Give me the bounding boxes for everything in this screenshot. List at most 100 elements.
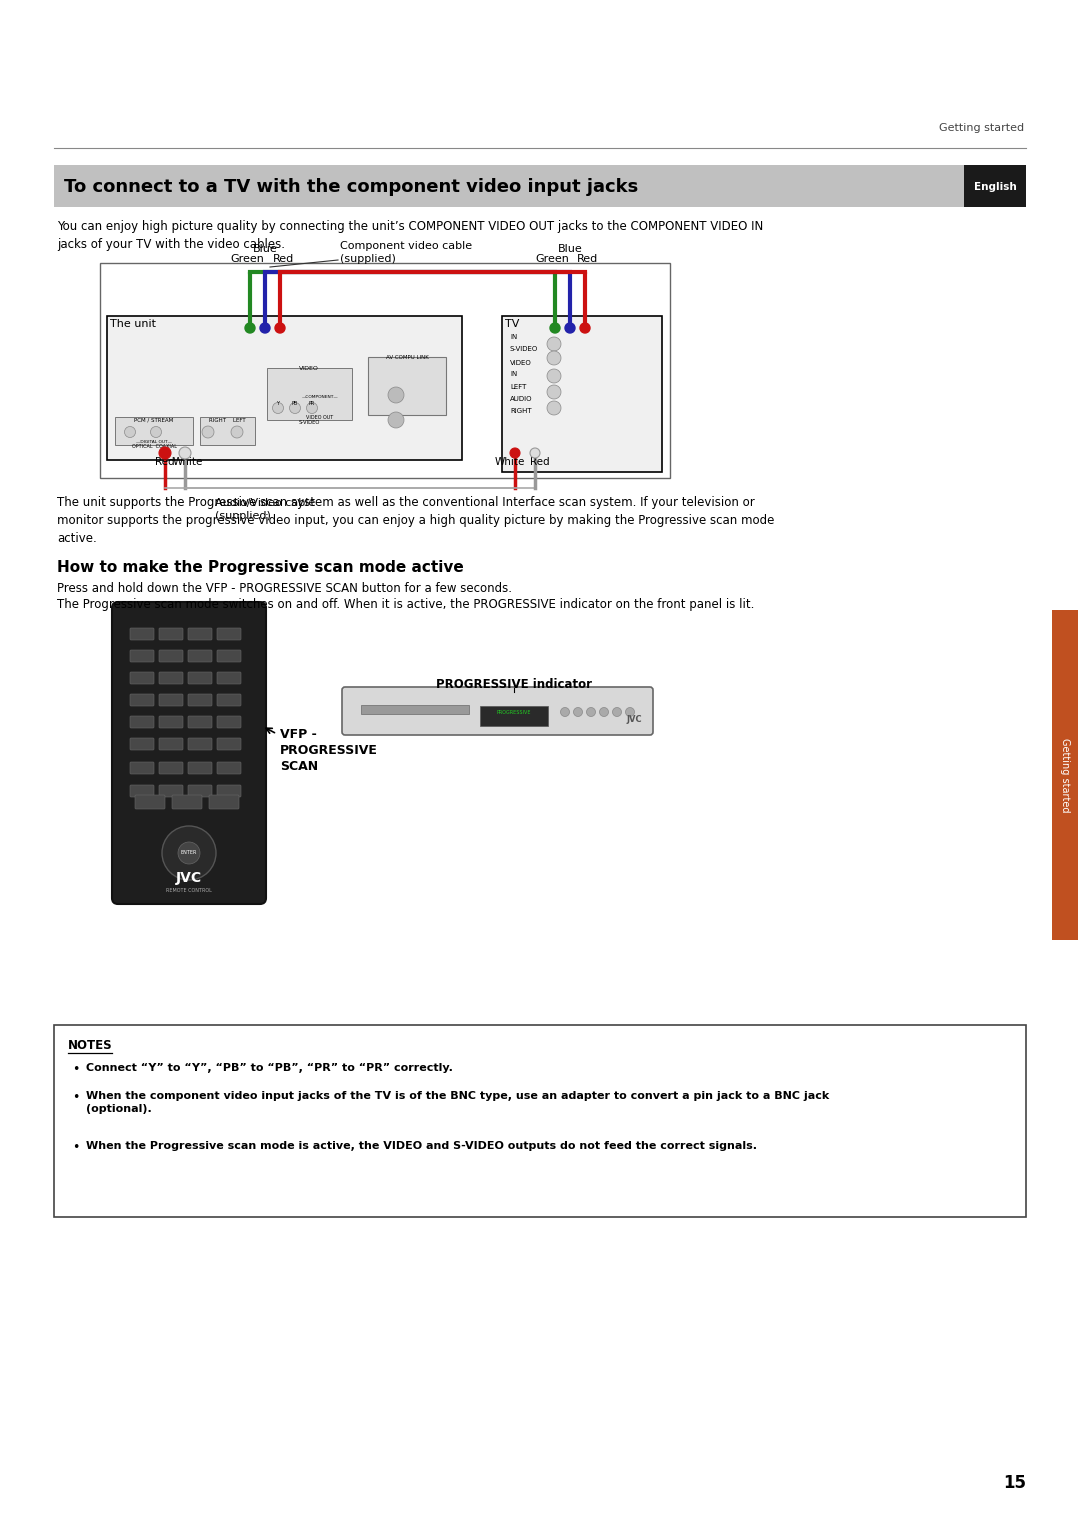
Circle shape	[388, 387, 404, 403]
Text: Red: Red	[578, 254, 598, 264]
Circle shape	[546, 368, 561, 384]
FancyBboxPatch shape	[217, 738, 241, 750]
FancyBboxPatch shape	[112, 602, 266, 905]
Circle shape	[573, 707, 582, 717]
Text: RIGHT    LEFT: RIGHT LEFT	[208, 419, 245, 423]
Circle shape	[565, 322, 575, 333]
Bar	[267, 368, 352, 420]
Bar	[114, 417, 193, 445]
FancyBboxPatch shape	[217, 672, 241, 685]
FancyBboxPatch shape	[130, 785, 154, 798]
Text: Connect “Y” to “Y”, “PB” to “PB”, “PR” to “PR” correctly.: Connect “Y” to “Y”, “PB” to “PB”, “PR” t…	[86, 1063, 453, 1073]
Text: To connect to a TV with the component video input jacks: To connect to a TV with the component vi…	[64, 177, 638, 196]
FancyBboxPatch shape	[159, 694, 183, 706]
Circle shape	[275, 322, 285, 333]
Bar	[361, 704, 469, 714]
Text: The unit supports the Progressive scan system as well as the conventional Interf: The unit supports the Progressive scan s…	[57, 497, 774, 545]
Text: Blue: Blue	[253, 244, 278, 254]
Text: Red: Red	[530, 457, 550, 468]
FancyBboxPatch shape	[159, 717, 183, 727]
Text: —DIGITAL OUT—: —DIGITAL OUT—	[136, 440, 172, 445]
Text: PR: PR	[309, 400, 315, 406]
FancyBboxPatch shape	[159, 628, 183, 640]
Text: AV COMPU LINK: AV COMPU LINK	[386, 354, 429, 361]
Circle shape	[561, 707, 569, 717]
Circle shape	[580, 322, 590, 333]
Text: VIDEO: VIDEO	[510, 361, 531, 367]
Text: VIDEO OUT: VIDEO OUT	[307, 416, 334, 420]
Text: White: White	[173, 457, 203, 468]
Circle shape	[124, 426, 135, 437]
Bar	[368, 358, 446, 416]
FancyBboxPatch shape	[188, 717, 212, 727]
Circle shape	[550, 322, 561, 333]
FancyBboxPatch shape	[217, 762, 241, 775]
FancyBboxPatch shape	[130, 649, 154, 662]
Text: OPTICAL  COAXIAL: OPTICAL COAXIAL	[132, 445, 176, 449]
FancyBboxPatch shape	[130, 694, 154, 706]
FancyBboxPatch shape	[130, 672, 154, 685]
FancyBboxPatch shape	[217, 717, 241, 727]
Text: English: English	[974, 182, 1016, 193]
Text: JVC: JVC	[626, 715, 642, 724]
FancyBboxPatch shape	[188, 628, 212, 640]
FancyBboxPatch shape	[188, 785, 212, 798]
Circle shape	[546, 400, 561, 416]
Circle shape	[260, 322, 270, 333]
FancyBboxPatch shape	[188, 738, 212, 750]
Text: Red: Red	[272, 254, 294, 264]
FancyBboxPatch shape	[159, 649, 183, 662]
Circle shape	[625, 707, 635, 717]
FancyBboxPatch shape	[135, 795, 165, 808]
FancyBboxPatch shape	[217, 628, 241, 640]
FancyBboxPatch shape	[159, 762, 183, 775]
Circle shape	[231, 426, 243, 439]
Text: IN: IN	[510, 335, 517, 341]
FancyBboxPatch shape	[210, 795, 239, 808]
Circle shape	[546, 338, 561, 351]
FancyBboxPatch shape	[159, 738, 183, 750]
Text: Green: Green	[535, 254, 569, 264]
Text: REMOTE CONTROL: REMOTE CONTROL	[166, 888, 212, 892]
Circle shape	[388, 413, 404, 428]
Text: Press and hold down the VFP - PROGRESSIVE SCAN button for a few seconds.: Press and hold down the VFP - PROGRESSIV…	[57, 582, 512, 594]
Circle shape	[546, 385, 561, 399]
Text: •: •	[72, 1063, 79, 1076]
Bar	[200, 417, 255, 445]
Text: •: •	[72, 1091, 79, 1105]
FancyBboxPatch shape	[130, 762, 154, 775]
Circle shape	[307, 402, 318, 414]
Circle shape	[510, 448, 519, 458]
Circle shape	[179, 448, 191, 458]
FancyBboxPatch shape	[172, 795, 202, 808]
Text: PROGRESSIVE: PROGRESSIVE	[497, 709, 531, 715]
Text: NOTES: NOTES	[68, 1039, 112, 1051]
Text: When the Progressive scan mode is active, the VIDEO and S-VIDEO outputs do not f: When the Progressive scan mode is active…	[86, 1141, 757, 1151]
Text: AUDIO: AUDIO	[510, 396, 532, 402]
Text: Getting started: Getting started	[939, 122, 1024, 133]
Text: VIDEO: VIDEO	[299, 367, 319, 371]
Bar	[100, 263, 670, 478]
Bar	[502, 316, 662, 472]
Text: Getting started: Getting started	[1059, 738, 1070, 813]
FancyBboxPatch shape	[130, 628, 154, 640]
Bar	[107, 316, 462, 460]
FancyBboxPatch shape	[188, 694, 212, 706]
FancyBboxPatch shape	[130, 738, 154, 750]
Circle shape	[599, 707, 608, 717]
Circle shape	[150, 426, 162, 437]
Text: LEFT: LEFT	[510, 384, 526, 390]
Circle shape	[546, 351, 561, 365]
Text: Y: Y	[276, 400, 280, 406]
Bar	[1052, 610, 1078, 940]
FancyBboxPatch shape	[188, 762, 212, 775]
Circle shape	[272, 402, 283, 414]
Circle shape	[178, 842, 200, 863]
Circle shape	[162, 827, 216, 880]
Text: VFP -
PROGRESSIVE
SCAN: VFP - PROGRESSIVE SCAN	[280, 727, 378, 773]
Bar	[54, 165, 1026, 206]
Text: Red: Red	[156, 457, 175, 468]
Text: •: •	[72, 1141, 79, 1154]
Circle shape	[245, 322, 255, 333]
FancyBboxPatch shape	[188, 672, 212, 685]
